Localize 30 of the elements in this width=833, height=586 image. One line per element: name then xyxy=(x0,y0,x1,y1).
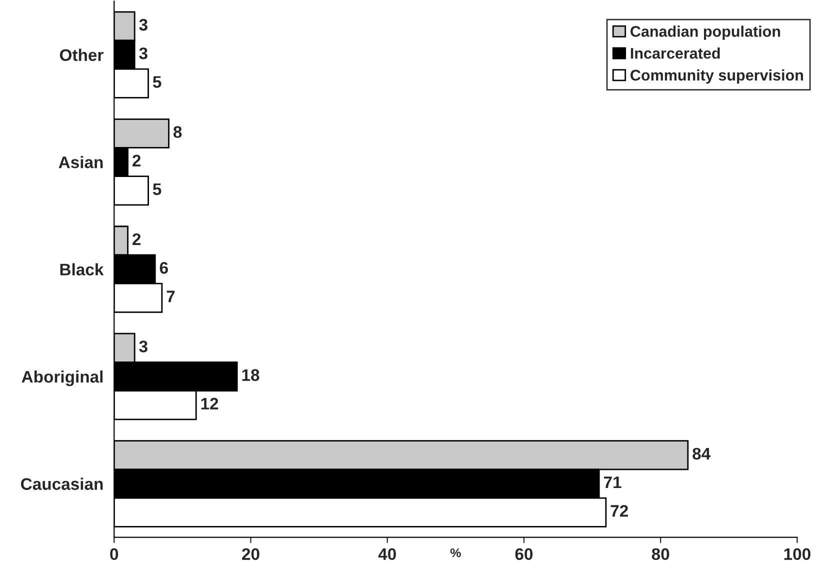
data-label: 5 xyxy=(152,76,162,88)
data-label: 2 xyxy=(132,154,141,166)
x-tick-label: 0 xyxy=(110,548,118,560)
x-tick-label: 80 xyxy=(652,548,670,560)
y-tick-label: Asian xyxy=(58,156,103,168)
y-tick-label: Black xyxy=(60,263,104,276)
y-tick-label: Other xyxy=(60,48,104,61)
x-tick-label: 60 xyxy=(515,548,533,560)
x-axis-title: % xyxy=(450,548,461,558)
data-label: 3 xyxy=(139,47,148,60)
data-label: 71 xyxy=(604,476,622,488)
y-tick-label: Aboriginal xyxy=(22,370,103,386)
data-label: 3 xyxy=(139,18,148,31)
data-label: 7 xyxy=(166,290,175,302)
legend-label: Incarcerated xyxy=(630,48,720,59)
data-label: 2 xyxy=(132,233,141,245)
data-label: 6 xyxy=(160,262,168,274)
x-tick-label: 40 xyxy=(378,548,396,560)
data-label: 12 xyxy=(201,398,218,410)
legend-label: Community supervision xyxy=(630,69,803,84)
data-label: 3 xyxy=(139,340,148,352)
data-label: 8 xyxy=(173,126,182,138)
y-tick-label: Caucasian xyxy=(21,478,103,490)
data-label: 84 xyxy=(692,448,711,460)
data-label: 5 xyxy=(152,183,162,196)
x-tick-label: 100 xyxy=(784,548,810,560)
legend-label: Canadian population xyxy=(630,26,780,40)
data-label: 72 xyxy=(610,505,628,517)
x-tick-label: 20 xyxy=(242,548,260,560)
data-label: 18 xyxy=(242,369,260,381)
